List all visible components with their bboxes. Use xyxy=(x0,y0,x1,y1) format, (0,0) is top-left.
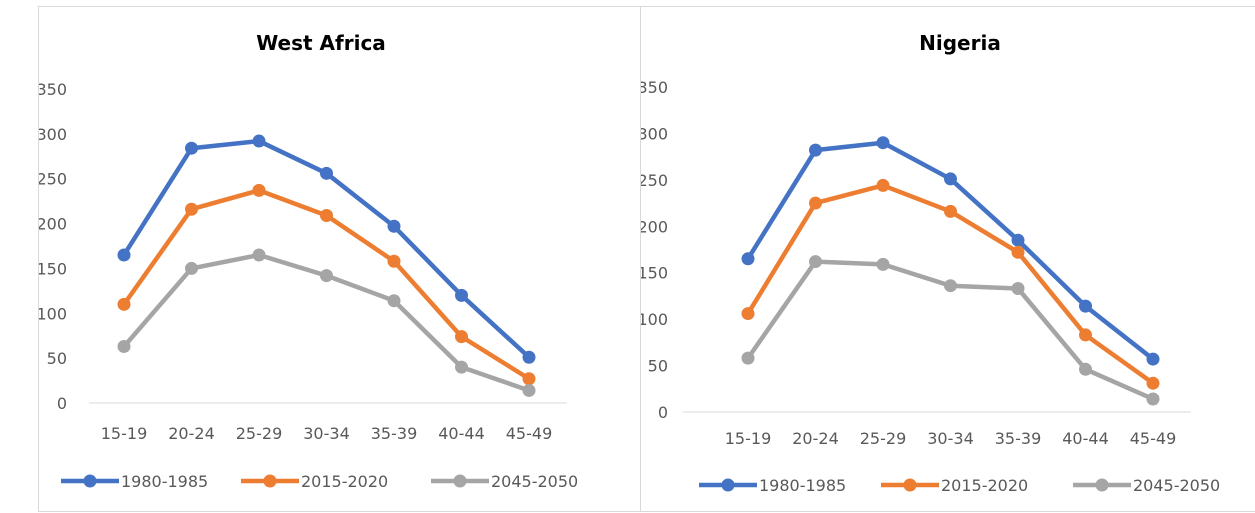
data-point xyxy=(522,350,536,364)
x-tick-label: 45-49 xyxy=(1130,429,1177,448)
data-point xyxy=(252,134,266,148)
legend-label: 2045-2050 xyxy=(1133,476,1220,495)
data-point xyxy=(522,372,536,386)
data-point xyxy=(320,269,333,283)
data-point xyxy=(387,294,401,308)
y-tick-label: 0 xyxy=(57,394,67,413)
y-tick-label: 250 xyxy=(641,171,668,190)
data-point xyxy=(809,143,822,157)
legend-swatch-marker xyxy=(721,478,735,492)
x-tick-label: 30-34 xyxy=(927,429,974,448)
x-tick-label: 40-44 xyxy=(1062,429,1109,448)
data-point xyxy=(252,183,266,197)
x-tick-label: 15-19 xyxy=(725,429,772,448)
data-point xyxy=(741,307,755,321)
y-tick-label: 350 xyxy=(641,78,668,97)
y-tick-label: 250 xyxy=(39,170,67,189)
data-point xyxy=(1146,392,1160,406)
y-tick-label: 0 xyxy=(658,403,668,422)
chart-nigeria: Nigeria 0 50 100 150 200 250 300 350 15-19 20-24 25… xyxy=(641,31,1220,495)
data-point xyxy=(1079,328,1092,342)
x-tick-label: 35-39 xyxy=(995,429,1042,448)
y-tick-label: 150 xyxy=(39,259,67,278)
data-point xyxy=(1079,362,1092,376)
data-point xyxy=(455,288,468,302)
y-tick-label: 100 xyxy=(39,304,67,323)
chart-west-africa: West Africa 0 50 100 150 200 250 300 350 15-19 20-… xyxy=(39,31,578,491)
data-point xyxy=(876,178,890,192)
data-point xyxy=(876,136,890,150)
data-point xyxy=(117,339,131,353)
x-tick-label: 35-39 xyxy=(371,424,418,443)
data-point xyxy=(1079,299,1092,313)
data-point xyxy=(320,208,333,222)
data-point xyxy=(741,351,755,365)
data-point xyxy=(1011,233,1025,247)
x-tick-label: 25-29 xyxy=(236,424,283,443)
data-point xyxy=(944,172,957,186)
data-point xyxy=(252,248,266,262)
data-point xyxy=(522,383,536,397)
y-tick-label: 150 xyxy=(641,264,668,283)
x-tick-label: 30-34 xyxy=(303,424,350,443)
data-point xyxy=(1011,245,1025,259)
legend-swatch-marker xyxy=(83,474,97,488)
y-tick-label: 350 xyxy=(39,80,67,99)
x-tick-label: 45-49 xyxy=(506,424,553,443)
y-tick-label: 200 xyxy=(641,217,668,236)
legend-label: 1980-1985 xyxy=(121,472,208,491)
data-point xyxy=(809,196,822,210)
data-point xyxy=(455,330,468,344)
legend-label: 2015-2020 xyxy=(941,476,1028,495)
data-point xyxy=(455,360,468,374)
legend-swatch-marker xyxy=(903,478,917,492)
data-point xyxy=(320,166,333,180)
data-point xyxy=(1146,352,1160,366)
x-tick-label: 20-24 xyxy=(168,424,215,443)
y-tick-label: 300 xyxy=(39,125,67,144)
data-point xyxy=(944,279,957,293)
legend-swatch-marker xyxy=(263,474,277,488)
y-tick-label: 100 xyxy=(641,310,668,329)
data-point xyxy=(809,255,822,269)
data-point xyxy=(117,297,131,311)
data-point xyxy=(944,204,957,218)
data-point xyxy=(185,261,198,275)
chart-title: Nigeria xyxy=(919,31,1001,55)
legend-swatch-marker xyxy=(453,474,467,488)
data-point xyxy=(876,257,890,271)
y-tick-label: 300 xyxy=(641,124,668,143)
data-point xyxy=(387,219,401,233)
legend-label: 2045-2050 xyxy=(491,472,578,491)
data-point xyxy=(117,248,131,262)
data-point xyxy=(1146,376,1160,390)
legend-label: 1980-1985 xyxy=(759,476,846,495)
data-point xyxy=(741,252,755,266)
x-tick-label: 40-44 xyxy=(438,424,485,443)
x-tick-label: 25-29 xyxy=(860,429,907,448)
y-tick-label: 50 xyxy=(648,357,668,376)
data-point xyxy=(185,202,198,216)
data-point xyxy=(387,254,401,268)
data-point xyxy=(1011,282,1025,295)
x-tick-label: 20-24 xyxy=(792,429,839,448)
y-tick-label: 200 xyxy=(39,215,67,234)
chart-panel-nigeria: Nigeria 0 50 100 150 200 250 300 350 15-19 20-24 25… xyxy=(640,6,1255,512)
legend-swatch-marker xyxy=(1095,478,1109,492)
legend-label: 2015-2020 xyxy=(301,472,388,491)
chart-title: West Africa xyxy=(256,31,386,55)
data-point xyxy=(185,141,198,155)
y-tick-label: 50 xyxy=(47,349,67,368)
chart-panel-west-africa: West Africa 0 50 100 150 200 250 300 350 15-19 20-… xyxy=(38,6,641,512)
x-tick-label: 15-19 xyxy=(101,424,148,443)
